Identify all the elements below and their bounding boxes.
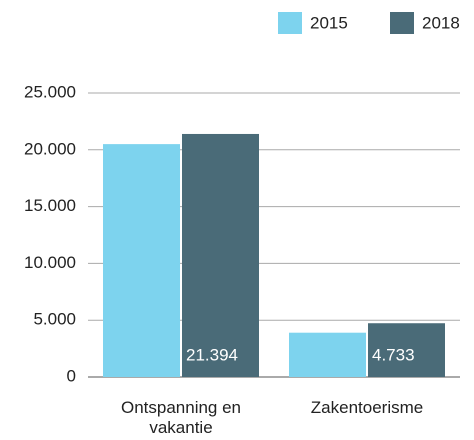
legend-swatch: [278, 12, 302, 34]
x-tick-label: Zakentoerisme: [310, 398, 424, 417]
bar: [103, 144, 180, 377]
legend-swatch: [390, 12, 414, 34]
y-tick-label: 0: [67, 366, 76, 385]
bar: [289, 332, 366, 377]
x-tick-label: Ontspanning en vakantie: [120, 398, 242, 437]
y-tick-label: 20.000: [24, 139, 76, 158]
y-tick-label: 15.000: [24, 196, 76, 215]
legend-label: 2018: [422, 13, 460, 32]
bar: [182, 133, 259, 377]
y-tick-label: 10.000: [24, 253, 76, 272]
bar: [368, 323, 445, 377]
data-label: 4.733: [372, 345, 415, 364]
data-label: 21.394: [186, 345, 238, 364]
y-tick-label: 25.000: [24, 82, 76, 101]
y-tick-label: 5.000: [33, 310, 76, 329]
legend-label: 2015: [310, 13, 348, 32]
